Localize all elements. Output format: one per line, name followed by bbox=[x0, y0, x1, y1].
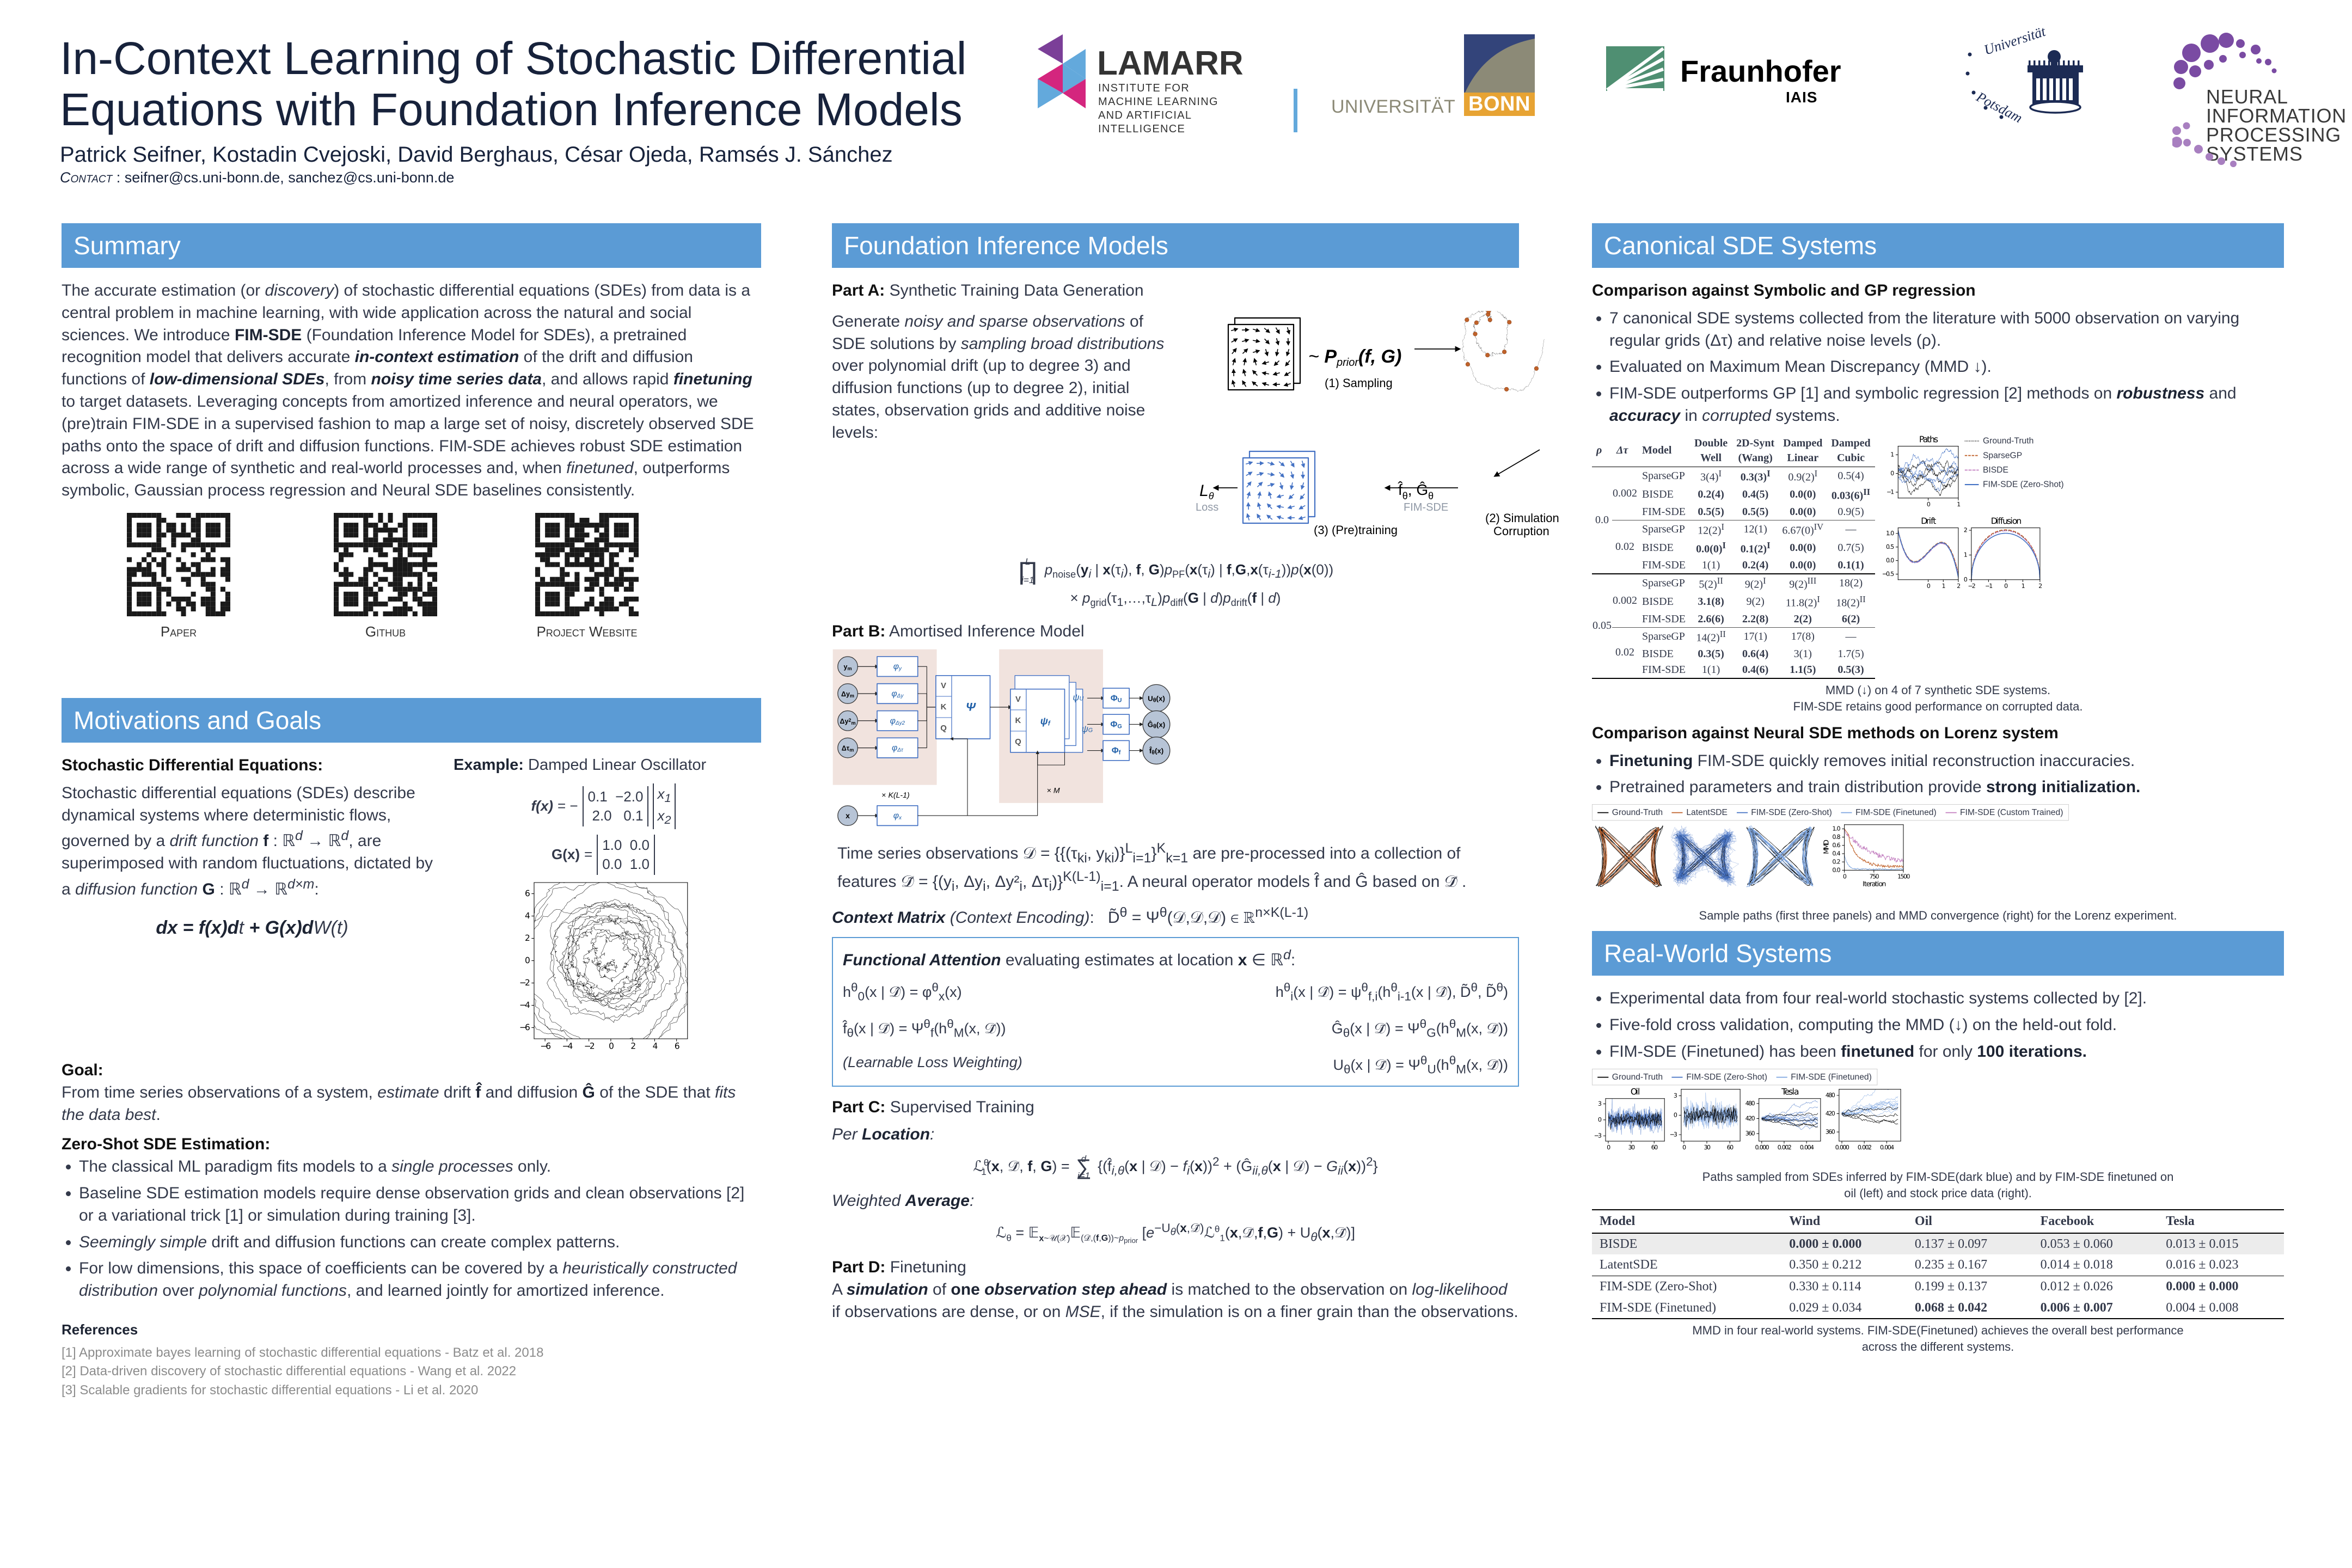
svg-text:INTELLIGENCE: INTELLIGENCE bbox=[1098, 123, 1185, 133]
svg-text:K: K bbox=[1015, 716, 1021, 725]
svg-text:x: x bbox=[846, 811, 850, 820]
svg-text:V: V bbox=[1015, 695, 1021, 704]
svg-text:Uθ(x): Uθ(x) bbox=[1148, 694, 1165, 703]
svg-text:K: K bbox=[941, 702, 947, 712]
svg-text:BONN: BONN bbox=[1468, 93, 1530, 115]
svg-text:AND ARTIFICIAL: AND ARTIFICIAL bbox=[1098, 109, 1192, 121]
svg-text:Ψ: Ψ bbox=[966, 700, 976, 714]
svg-text:f̂θ(x): f̂θ(x) bbox=[1149, 746, 1163, 756]
svg-text:FIM-SDE: FIM-SDE bbox=[1404, 501, 1448, 513]
svg-text:Universität: Universität bbox=[1982, 24, 2048, 58]
svg-text:Lθ: Lθ bbox=[1199, 482, 1214, 501]
svg-text:× K(L-1): × K(L-1) bbox=[881, 791, 909, 799]
svg-text:IAIS: IAIS bbox=[1786, 89, 1817, 106]
svg-text:(3) (Pre)training: (3) (Pre)training bbox=[1314, 523, 1398, 537]
svg-text:MACHINE LEARNING: MACHINE LEARNING bbox=[1098, 96, 1218, 108]
svg-text:~ Pprior(f, G): ~ Pprior(f, G) bbox=[1308, 346, 1401, 369]
svg-text:(1) Sampling: (1) Sampling bbox=[1325, 376, 1393, 390]
svg-text:INSTITUTE FOR: INSTITUTE FOR bbox=[1098, 82, 1190, 94]
svg-text:Q: Q bbox=[940, 724, 947, 733]
svg-text:× M: × M bbox=[1047, 786, 1060, 795]
svg-text:UNIVERSITÄT: UNIVERSITÄT bbox=[1331, 96, 1455, 117]
svg-text:Corruption: Corruption bbox=[1493, 524, 1549, 538]
svg-text:(2) Simulation &: (2) Simulation & bbox=[1485, 511, 1561, 525]
svg-text:Loss: Loss bbox=[1196, 501, 1218, 513]
svg-text:Q: Q bbox=[1015, 737, 1021, 746]
svg-text:V: V bbox=[941, 681, 946, 690]
svg-text:Potsdam: Potsdam bbox=[1973, 89, 2025, 126]
svg-text:LAMARR: LAMARR bbox=[1097, 45, 1244, 82]
svg-text:Fraunhofer: Fraunhofer bbox=[1680, 54, 1841, 88]
svg-text:f̂θ, Ĝθ: f̂θ, Ĝθ bbox=[1398, 481, 1434, 501]
svg-text:Ĝθ(x): Ĝθ(x) bbox=[1148, 720, 1165, 730]
